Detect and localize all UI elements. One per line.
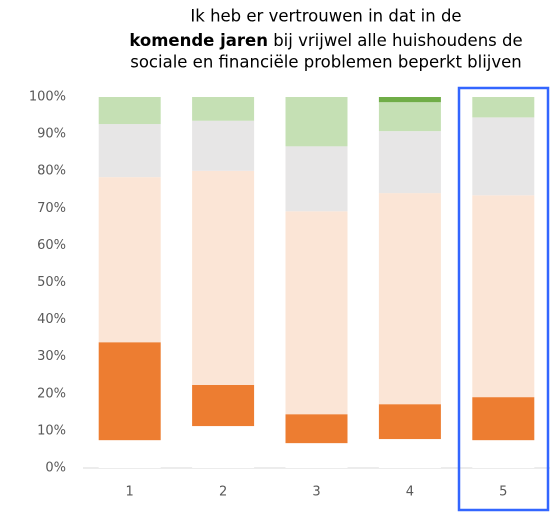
x-tick-label: 5 xyxy=(499,485,507,500)
bar-segment xyxy=(192,384,255,427)
bar-segment xyxy=(472,440,535,468)
bar-segment xyxy=(192,170,255,385)
bar-segment xyxy=(378,404,441,440)
bar-segment xyxy=(285,414,348,444)
bar-segment xyxy=(192,97,255,121)
title-line-2: komende jaren bij vrijwel alle huishoude… xyxy=(129,31,522,50)
bar-segment xyxy=(98,440,161,468)
y-tick-label: 80% xyxy=(37,164,66,179)
y-tick-label: 20% xyxy=(37,386,66,401)
highlight-box xyxy=(457,86,550,512)
bar-segment xyxy=(378,439,441,468)
bar-segment xyxy=(285,97,348,147)
y-tick-label: 70% xyxy=(37,201,66,216)
y-tick-label: 60% xyxy=(37,238,66,253)
bar-segment xyxy=(472,397,535,441)
y-tick-label: 100% xyxy=(29,90,66,105)
bar-segment xyxy=(378,97,441,103)
bar-segment xyxy=(98,342,161,441)
bar-segment xyxy=(378,131,441,194)
bar-segment xyxy=(378,193,441,405)
x-tick-label: 4 xyxy=(406,485,414,500)
title-line-1: Ik heb er vertrouwen in dat in de xyxy=(190,7,461,26)
y-tick-label: 30% xyxy=(37,349,66,364)
bar-segment xyxy=(98,177,161,343)
bar-segment xyxy=(472,195,535,398)
bar-segment xyxy=(285,146,348,212)
bar-segment xyxy=(378,102,441,132)
title-rest: bij vrijwel alle huishoudens de xyxy=(268,31,523,50)
bar-segment xyxy=(285,443,348,468)
y-tick-label: 90% xyxy=(37,127,66,142)
bar-segment xyxy=(192,426,255,468)
bar-segment xyxy=(98,124,161,178)
title-line-3: sociale en financiële problemen beperkt … xyxy=(130,53,522,72)
y-tick-label: 50% xyxy=(37,275,66,290)
y-tick-label: 40% xyxy=(37,312,66,327)
title-bold: komende jaren xyxy=(129,31,268,50)
bar-segment xyxy=(285,211,348,415)
bar-segment xyxy=(472,97,535,118)
x-tick-label: 1 xyxy=(126,485,134,500)
bar-segment xyxy=(472,117,535,196)
x-tick-label: 3 xyxy=(312,485,320,500)
bar-segment xyxy=(98,97,161,125)
y-tick-label: 10% xyxy=(37,423,66,438)
y-tick-label: 0% xyxy=(45,461,66,476)
x-tick-label: 2 xyxy=(219,485,227,500)
bar-segment xyxy=(192,120,255,171)
